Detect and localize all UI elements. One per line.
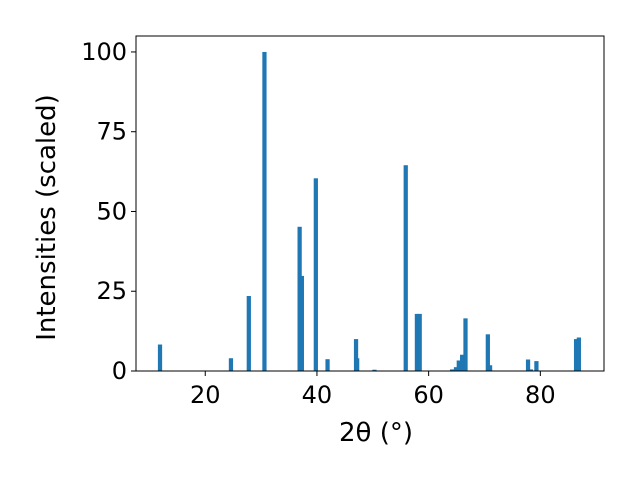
y-tick-label: 50 <box>96 197 127 225</box>
bar <box>534 361 539 371</box>
bar <box>325 359 330 371</box>
bar <box>313 178 318 371</box>
y-tick-label: 25 <box>96 277 127 305</box>
bar <box>299 275 304 371</box>
plot-frame <box>135 35 605 372</box>
bar <box>262 51 267 371</box>
x-tick-label: 40 <box>302 381 333 409</box>
y-tick-label: 75 <box>96 118 127 146</box>
x-axis-ticks: 20 40 60 80 <box>190 371 556 409</box>
bar <box>460 354 465 371</box>
x-tick-label: 60 <box>413 381 444 409</box>
x-tick-label: 20 <box>190 381 221 409</box>
bar <box>463 318 468 371</box>
bar <box>297 226 302 371</box>
bar <box>372 369 377 371</box>
bar <box>403 165 408 371</box>
bar <box>573 339 579 371</box>
bar <box>228 358 234 371</box>
y-axis-label: Intensities (scaled) <box>32 94 62 341</box>
y-axis-ticks: 0 25 50 75 100 <box>81 38 136 385</box>
bar <box>487 365 493 371</box>
bar <box>246 296 251 371</box>
y-tick-label: 0 <box>112 357 127 385</box>
bar <box>525 359 531 371</box>
bar <box>449 369 455 371</box>
x-tick-label: 80 <box>525 381 556 409</box>
x-axis-label: 2θ (°) <box>339 418 413 448</box>
bar <box>528 369 533 371</box>
bar <box>414 313 420 371</box>
bar <box>485 334 490 371</box>
y-tick-label: 100 <box>81 38 127 66</box>
bar <box>453 367 459 371</box>
bar <box>417 313 422 371</box>
bar <box>355 358 360 371</box>
bar <box>353 339 359 371</box>
bar <box>157 344 163 371</box>
bar <box>456 360 461 371</box>
bar <box>576 337 581 371</box>
bars-layer <box>157 51 581 371</box>
